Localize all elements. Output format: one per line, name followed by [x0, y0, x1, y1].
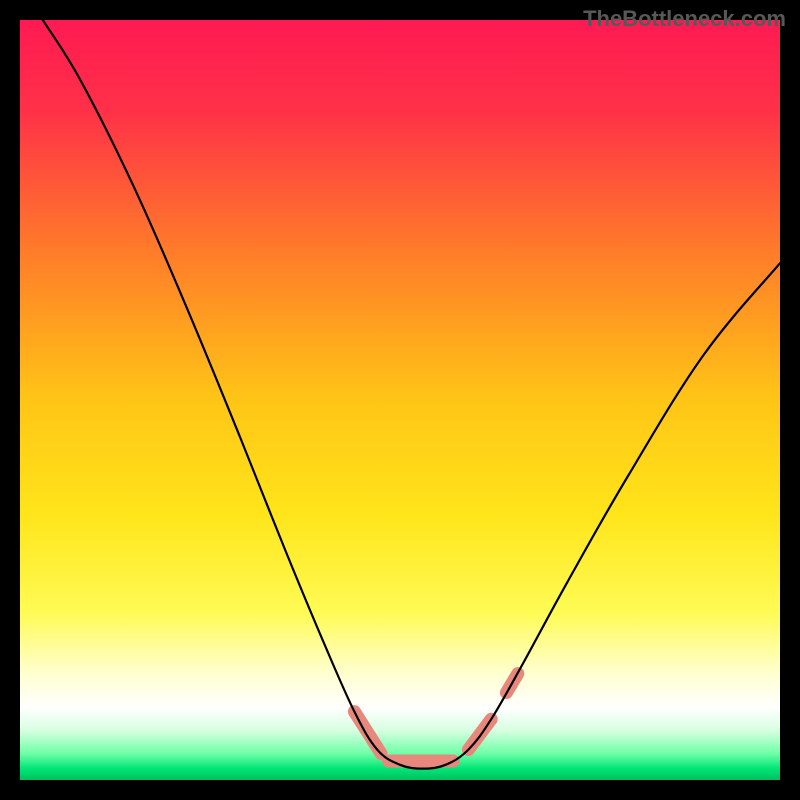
chart-svg	[0, 0, 800, 800]
watermark-label: TheBottleneck.com	[583, 6, 786, 32]
chart-background	[20, 20, 780, 780]
chart-stage: TheBottleneck.com	[0, 0, 800, 800]
